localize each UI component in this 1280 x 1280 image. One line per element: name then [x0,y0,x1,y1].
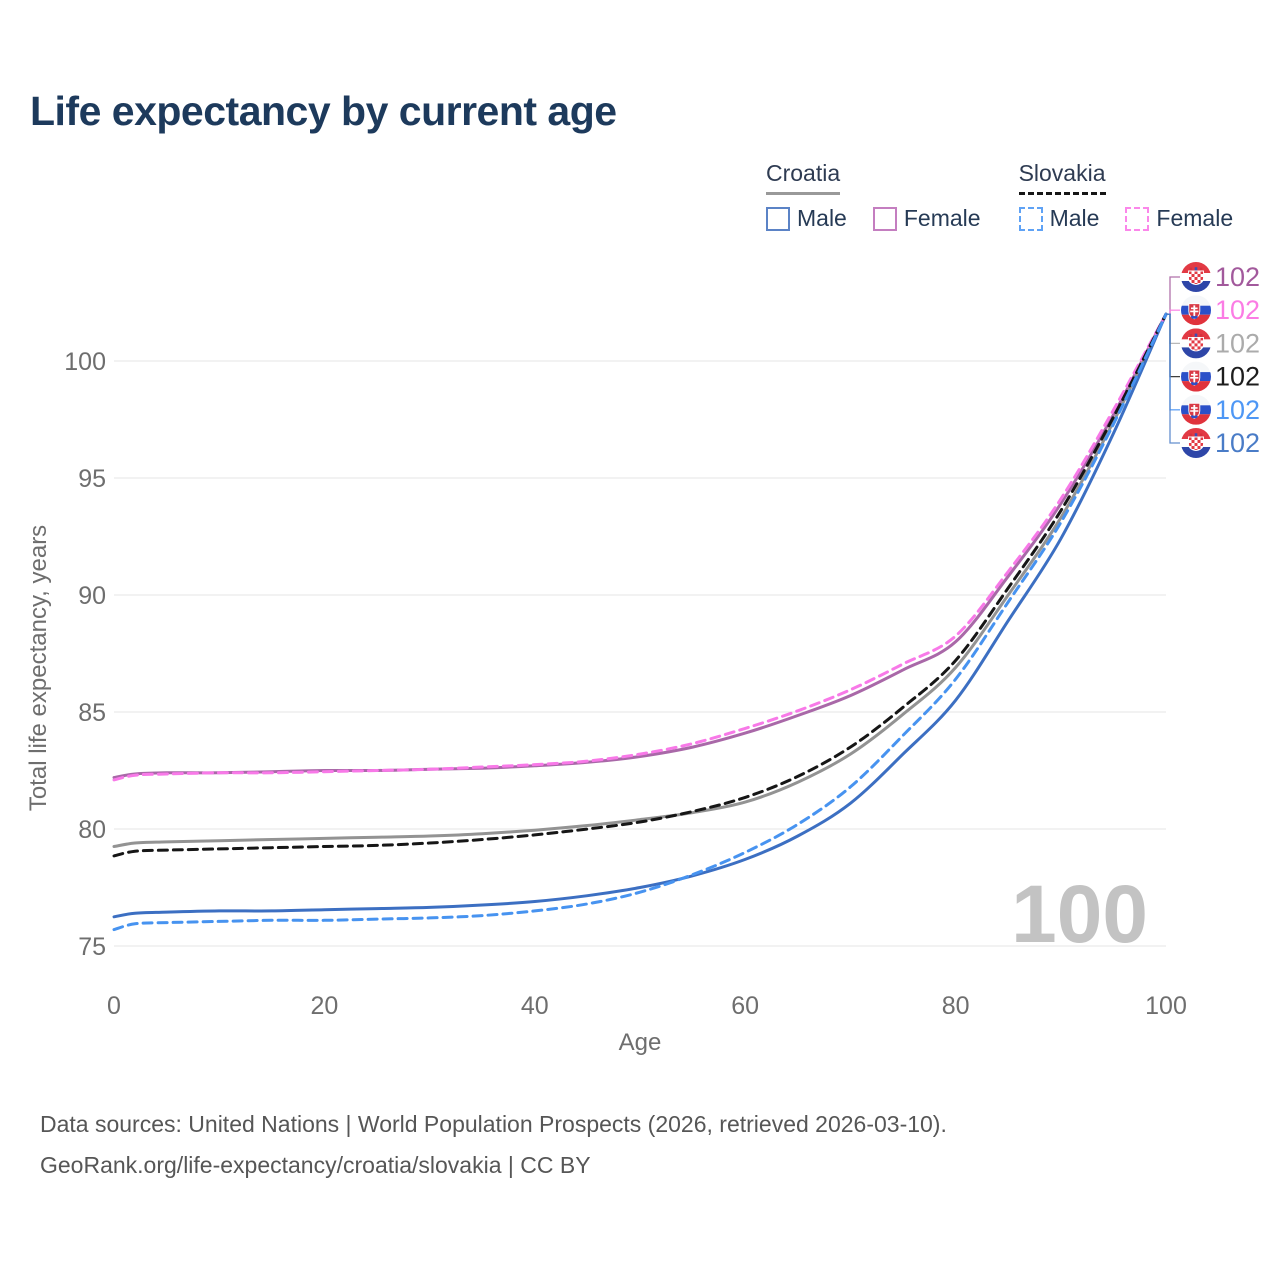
x-tick-label: 0 [107,992,121,1020]
end-value-label-croatia-female: 102 [1215,262,1260,292]
end-label-connector [1166,313,1180,345]
slovakia-flag-icon [1181,395,1211,425]
age-cursor-watermark: 100 [1011,869,1148,960]
page-title: Life expectancy by current age [30,88,617,134]
end-label-connector [1166,313,1180,378]
croatia-female-swatch-icon [872,206,897,231]
croatia-flag-icon [1181,262,1211,292]
y-axis-title: Total life expectancy, years [25,525,52,811]
y-tick-label: 80 [78,816,106,844]
x-axis-title: Age [619,1029,662,1056]
x-tick-label: 80 [942,992,970,1020]
y-tick-label: 95 [78,465,106,493]
x-tick-label: 40 [521,992,549,1020]
end-value-label-slovakia: 102 [1215,362,1260,392]
y-tick-label: 100 [64,348,106,376]
legend-country-slovakia[interactable]: Slovakia [1018,160,1106,195]
x-tick-label: 60 [731,992,759,1020]
slovakia-flag-icon [1181,362,1211,392]
legend-item-label: Female [1156,205,1234,231]
chart-legend: Croatia Male Female Slovakia Male [766,160,1233,232]
legend-items-croatia: Male Female [766,205,981,232]
y-tick-label: 75 [78,933,106,961]
series-line-slovakia-female [112,312,1168,782]
data-sources: Data sources: United Nations | World Pop… [40,1104,947,1186]
end-value-label-slovakia-female: 102 [1215,295,1260,325]
end-label-connector [1166,313,1180,444]
legend-item-slovakia-female[interactable]: Female [1125,205,1233,232]
legend-item-label: Male [1049,205,1100,231]
legend-group-croatia: Croatia Male Female [766,160,981,232]
slovakia-male-swatch-icon [1018,206,1043,231]
croatia-flag-icon [1181,428,1211,458]
legend-item-label: Male [797,205,847,231]
y-tick-label: 90 [78,582,106,610]
end-value-label-croatia-male: 102 [1215,428,1260,458]
croatia-flag-icon [1181,328,1211,358]
croatia-male-swatch-icon [766,206,790,231]
slovakia-flag-icon [1181,295,1211,325]
series-line-croatia-male [112,312,1168,919]
y-tick-label: 85 [78,699,106,727]
legend-item-slovakia-male[interactable]: Male [1018,205,1100,232]
series-line-croatia-female [112,312,1168,779]
legend-item-croatia-female[interactable]: Female [872,205,981,232]
source-line-2: GeoRank.org/life-expectancy/croatia/slov… [40,1152,591,1178]
series-line-slovakia [112,312,1168,858]
slovakia-female-swatch-icon [1125,206,1150,231]
end-label-connector [1166,276,1180,315]
legend-items-slovakia: Male Female [1018,205,1233,232]
x-tick-label: 100 [1145,992,1187,1020]
legend-country-croatia[interactable]: Croatia [766,160,841,195]
source-line-1: Data sources: United Nations | World Pop… [40,1111,947,1137]
legend-item-croatia-male[interactable]: Male [766,205,847,232]
end-value-label-croatia: 102 [1215,328,1260,358]
x-tick-label: 20 [310,992,338,1020]
end-label-connector [1166,313,1180,411]
series-line-croatia [112,312,1168,848]
end-value-label-slovakia-male: 102 [1215,395,1260,425]
legend-group-slovakia: Slovakia Male Female [1018,160,1233,232]
legend-item-label: Female [903,205,981,231]
